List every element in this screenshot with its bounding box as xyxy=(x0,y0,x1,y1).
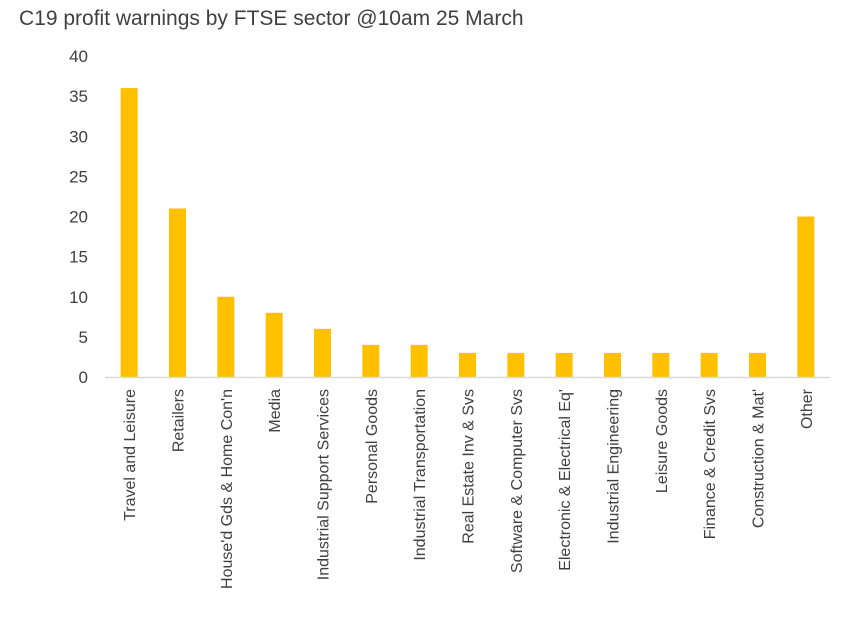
x-category-label: Media xyxy=(267,389,284,433)
x-category-label: Software & Computer Svs xyxy=(509,389,526,573)
bar xyxy=(507,352,525,377)
bar xyxy=(700,352,718,377)
bar xyxy=(169,208,186,377)
bar xyxy=(120,88,138,377)
x-category-label: Construction & Mat' xyxy=(751,389,768,528)
bar xyxy=(314,328,331,377)
bar xyxy=(362,344,380,377)
y-tick-label: 40 xyxy=(69,47,88,66)
x-category-label: Electronic & Electrical Eq' xyxy=(557,389,574,571)
x-category-label: Other xyxy=(799,388,816,429)
x-category-label: Industrial Engineering xyxy=(606,389,623,544)
x-category-label: Finance & Credit Svs xyxy=(702,389,719,539)
x-category-label: Real Estate Inv & Svs xyxy=(461,389,478,544)
bar xyxy=(265,312,283,377)
y-tick-label: 15 xyxy=(69,248,88,267)
x-category-label: Personal Goods xyxy=(364,389,381,504)
x-category-label: Retailers xyxy=(171,389,188,452)
bar xyxy=(217,296,235,377)
x-category-label: Industrial Support Services xyxy=(316,389,333,580)
x-category-label: Industrial Transportation xyxy=(412,389,429,561)
bar xyxy=(555,352,573,377)
x-category-label: Travel and Leisure xyxy=(122,389,139,521)
y-tick-label: 0 xyxy=(79,368,88,387)
chart-title: C19 profit warnings by FTSE sector @10am… xyxy=(19,7,524,30)
bar xyxy=(797,216,815,377)
y-tick-label: 10 xyxy=(69,288,88,307)
x-category-label: Leisure Goods xyxy=(654,389,671,493)
x-category-label: House'd Gds & Home Con'n xyxy=(219,389,236,589)
bar xyxy=(604,352,621,377)
bar xyxy=(652,352,670,377)
y-tick-label: 35 xyxy=(69,87,88,106)
bar xyxy=(749,352,766,377)
y-tick-label: 25 xyxy=(69,167,88,186)
y-tick-label: 20 xyxy=(69,208,88,227)
bar xyxy=(459,352,476,377)
y-tick-label: 5 xyxy=(79,328,88,347)
y-tick-label: 30 xyxy=(69,127,88,146)
bar xyxy=(410,344,428,377)
